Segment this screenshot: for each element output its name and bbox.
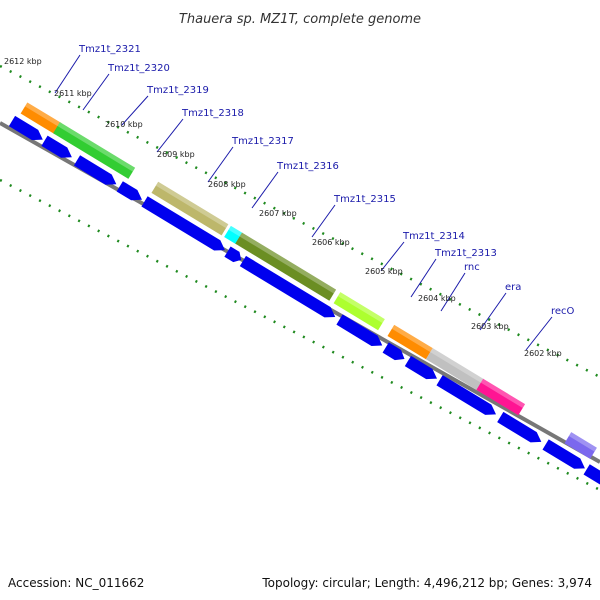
gene-leader-line: [156, 118, 184, 153]
gene-leader-line: [82, 73, 110, 111]
gene-leader-line: [479, 292, 507, 331]
cds-arrow: [382, 342, 405, 361]
gene-leader-line: [380, 241, 405, 272]
gene-label: Tmz1t_2318: [181, 108, 244, 119]
cds-arrow: [239, 255, 336, 318]
cds-arrow: [73, 155, 117, 185]
kbp-tick-label: 2604 kbp: [418, 294, 456, 303]
gene-leader-line: [121, 95, 149, 126]
kbp-tick-label: 2602 kbp: [524, 349, 562, 358]
gene-label: Tmz1t_2319: [146, 85, 209, 96]
feature-bar-10: [476, 378, 526, 416]
gc-track-outer: [0, 64, 600, 379]
kbp-tick-label: 2603 kbp: [471, 322, 509, 331]
cds-arrow: [583, 464, 600, 497]
accession-text: Accession: NC_011662: [8, 576, 144, 590]
cds-arrow: [141, 196, 225, 251]
gene-label: Tmz1t_2321: [78, 44, 141, 55]
kbp-tick-label: 2607 kbp: [259, 209, 297, 218]
cds-arrow: [404, 355, 437, 380]
feature-layer: [8, 102, 600, 497]
gene-leader-line: [54, 54, 81, 94]
genome-summary-text: Topology: circular; Length: 4,496,212 bp…: [261, 576, 592, 590]
gene-leader-line: [525, 316, 553, 351]
kbp-tick-label: 2612 kbp: [4, 57, 42, 66]
kbp-tick-label: 2605 kbp: [365, 267, 403, 276]
gene-label: rnc: [464, 262, 480, 273]
cds-arrow: [8, 115, 43, 141]
kbp-tick-label: 2608 kbp: [208, 180, 246, 189]
gene-label: Tmz1t_2315: [333, 194, 396, 205]
gene-leader-line: [251, 171, 279, 209]
cds-arrow: [336, 314, 383, 346]
cds-arrow: [224, 246, 242, 263]
gene-leader-line: [410, 258, 437, 298]
feature-bar-9: [425, 348, 485, 391]
gene-label: Tmz1t_2313: [434, 248, 497, 259]
gene-leader-line: [207, 146, 234, 183]
map-title: Thauera sp. MZ1T, complete genome: [179, 12, 421, 27]
gene-label: Tmz1t_2320: [107, 63, 170, 74]
cds-arrow: [41, 135, 72, 158]
gene-leader-line: [311, 204, 336, 238]
cds-arrow: [542, 439, 585, 469]
gene-label: Tmz1t_2314: [402, 231, 465, 242]
kbp-tick-label: 2606 kbp: [312, 238, 350, 247]
kbp-tick-label: 2610 kbp: [105, 120, 143, 129]
gene-leader-line: [440, 272, 466, 312]
cds-arrow: [497, 411, 542, 443]
gene-label: Tmz1t_2317: [231, 136, 294, 147]
cds-arrow: [116, 181, 142, 201]
label-layer: Tmz1t_2321 Tmz1t_2320 Tmz1t_2319 Tmz1t_2318…: [4, 44, 575, 358]
feature-bar-11: [564, 432, 597, 459]
gene-label: era: [505, 282, 521, 293]
cds-arrow: [436, 375, 497, 415]
gene-label: recO: [551, 306, 575, 317]
feature-bar-6: [333, 292, 385, 331]
feature-bar-7: [387, 324, 433, 360]
feature-bar-5: [235, 232, 337, 301]
feature-bar-1: [53, 122, 136, 179]
kbp-tick-label: 2609 kbp: [157, 150, 195, 159]
feature-bar-0: [20, 102, 62, 135]
feature-bar-3: [151, 181, 229, 236]
gene-label: Tmz1t_2316: [276, 161, 339, 172]
kbp-tick-label: 2611 kbp: [54, 89, 92, 98]
gc-track-inner: [0, 178, 600, 492]
